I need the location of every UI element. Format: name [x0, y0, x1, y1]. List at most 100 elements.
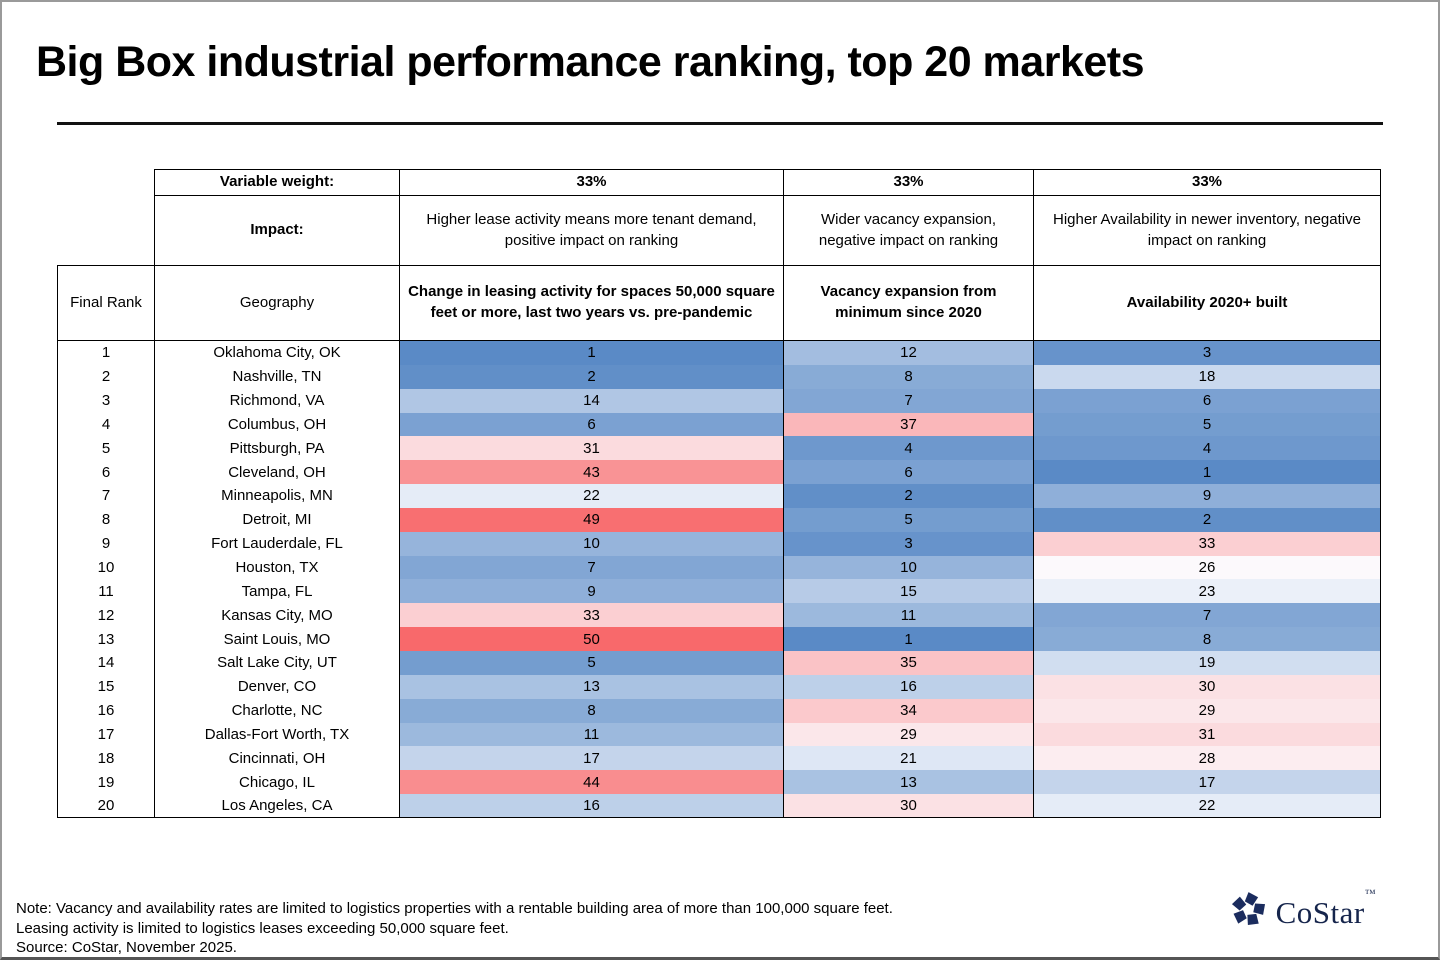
availability-rank-cell: 1 [1033, 460, 1381, 485]
vacancy-rank-cell: 6 [783, 460, 1033, 485]
vacancy-rank-cell: 37 [783, 412, 1033, 437]
vacancy-rank-cell: 5 [783, 507, 1033, 532]
geography-cell: Dallas-Fort Worth, TX [154, 722, 399, 747]
rank-cell: 12 [57, 603, 154, 628]
rank-cell: 16 [57, 698, 154, 723]
availability-rank-cell: 22 [1033, 794, 1381, 818]
header-spacer-b [57, 195, 154, 265]
note-line-2: Leasing activity is limited to logistics… [16, 919, 509, 937]
column-header-availability: Availability 2020+ built [1033, 265, 1381, 341]
availability-rank-cell: 33 [1033, 531, 1381, 556]
availability-rank-cell: 2 [1033, 507, 1381, 532]
note-line-1: Note: Vacancy and availability rates are… [16, 900, 893, 917]
weight-vacancy: 33% [783, 169, 1033, 195]
leasing-rank-cell: 1 [399, 341, 783, 365]
vacancy-rank-cell: 10 [783, 555, 1033, 580]
rank-cell: 2 [57, 364, 154, 389]
geography-cell: Oklahoma City, OK [154, 341, 399, 365]
rank-cell: 5 [57, 436, 154, 461]
availability-rank-cell: 5 [1033, 412, 1381, 437]
vacancy-rank-cell: 12 [783, 341, 1033, 365]
vacancy-rank-cell: 4 [783, 436, 1033, 461]
availability-rank-cell: 8 [1033, 627, 1381, 651]
title-underline [57, 122, 1383, 125]
geography-cell: Cleveland, OH [154, 460, 399, 485]
geography-cell: Saint Louis, MO [154, 627, 399, 651]
leasing-rank-cell: 10 [399, 531, 783, 556]
rank-cell: 10 [57, 555, 154, 580]
rank-cell: 6 [57, 460, 154, 485]
availability-rank-cell: 9 [1033, 484, 1381, 508]
leasing-rank-cell: 8 [399, 698, 783, 723]
leasing-rank-cell: 22 [399, 484, 783, 508]
vacancy-rank-cell: 34 [783, 698, 1033, 723]
rank-cell: 11 [57, 579, 154, 604]
leasing-rank-cell: 31 [399, 436, 783, 461]
leasing-rank-cell: 43 [399, 460, 783, 485]
vacancy-rank-cell: 2 [783, 484, 1033, 508]
availability-rank-cell: 19 [1033, 650, 1381, 675]
vacancy-rank-cell: 15 [783, 579, 1033, 604]
leasing-rank-cell: 17 [399, 746, 783, 771]
vacancy-rank-cell: 29 [783, 722, 1033, 747]
leasing-rank-cell: 33 [399, 603, 783, 628]
geography-cell: Columbus, OH [154, 412, 399, 437]
leasing-rank-cell: 6 [399, 412, 783, 437]
vacancy-rank-cell: 21 [783, 746, 1033, 771]
impact-availability: Higher Availability in newer inventory, … [1033, 195, 1381, 265]
availability-rank-cell: 23 [1033, 579, 1381, 604]
geography-cell: Fort Lauderdale, FL [154, 531, 399, 556]
geography-cell: Salt Lake City, UT [154, 650, 399, 675]
vacancy-rank-cell: 1 [783, 627, 1033, 651]
weight-availability: 33% [1033, 169, 1381, 195]
availability-rank-cell: 6 [1033, 388, 1381, 413]
rank-cell: 13 [57, 627, 154, 651]
availability-rank-cell: 31 [1033, 722, 1381, 747]
geography-cell: Chicago, IL [154, 770, 399, 795]
column-header-vacancy: Vacancy expansion from minimum since 202… [783, 265, 1033, 341]
costar-pinwheel-icon [1231, 892, 1265, 926]
column-header-final-rank: Final Rank [57, 265, 154, 341]
availability-rank-cell: 18 [1033, 364, 1381, 389]
vacancy-rank-cell: 35 [783, 650, 1033, 675]
geography-cell: Kansas City, MO [154, 603, 399, 628]
geography-cell: Houston, TX [154, 555, 399, 580]
column-header-geography: Geography [154, 265, 399, 341]
leasing-rank-cell: 11 [399, 722, 783, 747]
rank-cell: 17 [57, 722, 154, 747]
trademark-symbol: ™ [1364, 888, 1376, 900]
geography-cell: Los Angeles, CA [154, 794, 399, 818]
note-line-3: Source: CoStar, November 2025. [16, 939, 237, 956]
geography-cell: Cincinnati, OH [154, 746, 399, 771]
availability-rank-cell: 29 [1033, 698, 1381, 723]
weight-leasing: 33% [399, 169, 783, 195]
header-spacer-a [57, 169, 154, 195]
leasing-rank-cell: 50 [399, 627, 783, 651]
geography-cell: Denver, CO [154, 674, 399, 699]
rank-cell: 19 [57, 770, 154, 795]
vacancy-rank-cell: 7 [783, 388, 1033, 413]
availability-rank-cell: 17 [1033, 770, 1381, 795]
leasing-rank-cell: 16 [399, 794, 783, 818]
ranking-table: Variable weight: 33% 33% 33% Impact: Hig… [57, 169, 1381, 818]
leasing-rank-cell: 7 [399, 555, 783, 580]
leasing-rank-cell: 49 [399, 507, 783, 532]
column-header-leasing: Change in leasing activity for spaces 50… [399, 265, 783, 341]
geography-cell: Charlotte, NC [154, 698, 399, 723]
availability-rank-cell: 3 [1033, 341, 1381, 365]
availability-rank-cell: 30 [1033, 674, 1381, 699]
geography-cell: Minneapolis, MN [154, 484, 399, 508]
vacancy-rank-cell: 11 [783, 603, 1033, 628]
rank-cell: 1 [57, 341, 154, 365]
vacancy-rank-cell: 16 [783, 674, 1033, 699]
variable-weight-label: Variable weight: [154, 169, 399, 195]
rank-cell: 8 [57, 507, 154, 532]
impact-vacancy: Wider vacancy expansion, negative impact… [783, 195, 1033, 265]
leasing-rank-cell: 13 [399, 674, 783, 699]
availability-rank-cell: 7 [1033, 603, 1381, 628]
vacancy-rank-cell: 13 [783, 770, 1033, 795]
rank-cell: 18 [57, 746, 154, 771]
geography-cell: Nashville, TN [154, 364, 399, 389]
vacancy-rank-cell: 3 [783, 531, 1033, 556]
geography-cell: Tampa, FL [154, 579, 399, 604]
